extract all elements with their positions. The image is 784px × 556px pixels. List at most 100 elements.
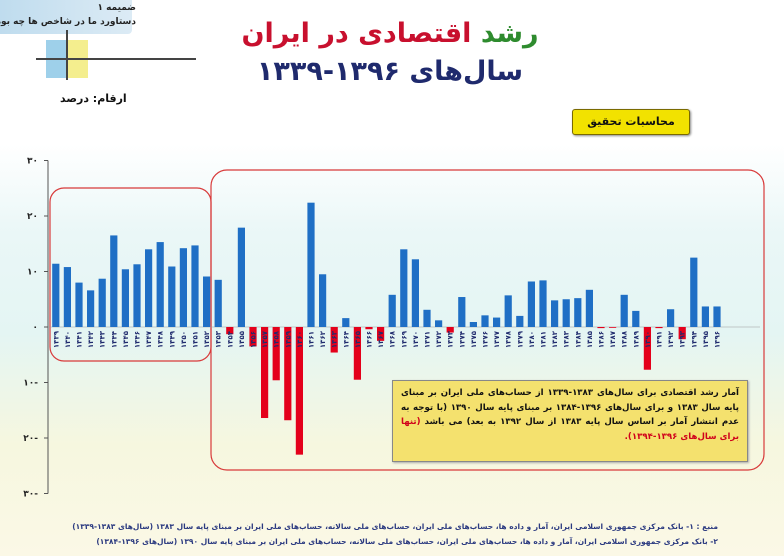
bar: [458, 297, 466, 327]
y-tick-label: ۳۰-: [23, 490, 38, 500]
x-tick-label: ۱۳۶۳: [331, 330, 339, 348]
research-calculations-button[interactable]: محاسبات تحقیق: [572, 109, 690, 135]
x-tick-label: ۱۳۸۳: [563, 330, 571, 348]
x-tick-label: ۱۳۷۲: [435, 330, 443, 348]
x-tick-label: ۱۳۹۴: [690, 330, 698, 348]
bar: [667, 309, 675, 327]
x-tick-label: ۱۳۴۹: [168, 330, 176, 348]
x-tick-label: ۱۳۹۱: [656, 331, 664, 348]
x-tick-label: ۱۳۷۶: [482, 331, 490, 348]
y-tick-label: ۲۰-: [23, 434, 38, 444]
y-tick-label: ۲۰: [27, 212, 38, 222]
x-tick-label: ۱۳۴۰: [64, 331, 72, 348]
x-tick-label: ۱۳۵۳: [215, 330, 223, 348]
title-red-part: اقتصادی در ایران: [241, 18, 472, 49]
bar: [330, 327, 338, 353]
bar: [307, 202, 315, 327]
x-tick-label: ۱۳۶۵: [354, 330, 362, 348]
x-tick-label: ۱۳۸۸: [621, 330, 629, 348]
bar: [678, 327, 686, 340]
x-tick-label: ۱۳۴۷: [145, 330, 153, 348]
bar: [249, 327, 257, 347]
decor-vertical-line: [66, 30, 68, 80]
bar: [423, 309, 431, 327]
annex-label: ضمیمه ۱: [97, 3, 136, 13]
units-label: ارقام: درصد: [60, 92, 127, 105]
source-line-1: منبع : ۱- بانک مرکزی جمهوری اسلامی ایران…: [72, 522, 718, 531]
bar: [493, 317, 501, 327]
bar: [133, 264, 141, 327]
bar: [701, 306, 709, 327]
source-line-2: ۲- بانک مرکزی جمهوری اسلامی ایران، آمار …: [96, 537, 718, 546]
x-tick-label: ۱۳۶۷: [377, 330, 385, 348]
x-tick-label: ۱۳۸۵: [586, 330, 594, 348]
x-tick-label: ۱۳۹۳: [679, 330, 687, 348]
x-tick-label: ۱۳۵۲: [203, 330, 211, 348]
bar: [87, 290, 95, 327]
x-tick-label: ۱۳۵۵: [238, 330, 246, 348]
bar: [214, 279, 222, 327]
x-tick-label: ۱۳۸۴: [574, 330, 582, 348]
x-tick-label: ۱۳۷۹: [516, 330, 524, 348]
bar: [284, 327, 292, 421]
x-tick-label: ۱۳۷۵: [470, 330, 478, 348]
bar: [145, 249, 153, 327]
x-tick-label: ۱۳۹۵: [702, 330, 710, 348]
x-tick-label: ۱۳۷۱: [424, 331, 432, 348]
bar: [713, 306, 721, 327]
x-tick-label: ۱۳۳۹: [52, 330, 60, 348]
x-tick-label: ۱۳۶۰: [296, 331, 304, 348]
x-tick-label: ۱۳۶۶: [366, 331, 374, 348]
x-tick-label: ۱۳۵۰: [180, 331, 188, 348]
x-tick-label: ۱۳۹۲: [667, 330, 675, 348]
bar: [643, 327, 651, 370]
x-tick-label: ۱۳۷۰: [412, 331, 420, 348]
x-tick-label: ۱۳۹۶: [714, 331, 722, 348]
x-tick-label: ۱۳۸۷: [609, 330, 617, 348]
x-tick-label: ۱۳۶۹: [400, 330, 408, 348]
bar: [353, 327, 361, 380]
x-tick-label: ۱۳۵۹: [284, 330, 292, 348]
bar: [365, 327, 373, 330]
x-tick-label: ۱۳۸۹: [632, 330, 640, 348]
y-tick-label: ۱۰-: [23, 379, 38, 389]
bar: [75, 282, 83, 327]
x-tick-label: ۱۳۷۴: [458, 330, 466, 348]
bar: [319, 274, 327, 327]
x-tick-label: ۱۳۶۴: [342, 330, 350, 348]
bar: [609, 327, 617, 328]
bar: [295, 327, 303, 455]
data-note-box: آمار رشد اقتصادی برای سال‌های ۱۳۸۳-۱۳۳۹ …: [392, 380, 748, 462]
x-tick-label: ۱۳۵۱: [192, 331, 200, 348]
bar: [539, 280, 547, 327]
bar: [551, 300, 559, 327]
bar: [620, 294, 628, 327]
x-tick-label: ۱۳۸۶: [598, 331, 606, 348]
bar: [168, 266, 176, 327]
page-title: رشد اقتصادی در ایران: [240, 18, 540, 49]
bar: [585, 289, 593, 327]
y-tick-label: ۰: [33, 323, 39, 333]
bar: [411, 259, 419, 327]
page-subtitle: سال‌های ۱۳۹۶-۱۳۳۹: [256, 56, 524, 87]
x-tick-label: ۱۳۸۲: [551, 330, 559, 348]
bar: [446, 327, 454, 333]
bar: [191, 245, 199, 327]
bar: [435, 320, 443, 327]
bar: [261, 327, 269, 419]
x-tick-label: ۱۳۴۲: [87, 330, 95, 348]
bar: [110, 235, 118, 327]
bar: [400, 249, 408, 327]
x-tick-label: ۱۳۴۵: [122, 330, 130, 348]
x-tick-label: ۱۳۶۸: [389, 330, 397, 348]
bar: [98, 278, 106, 327]
x-tick-label: ۱۳۴۶: [134, 331, 142, 348]
x-tick-label: ۱۳۵۷: [261, 330, 269, 348]
x-tick-label: ۱۳۴۳: [99, 330, 107, 348]
bar: [342, 318, 350, 327]
x-tick-label: ۱۳۴۴: [110, 330, 118, 348]
annex-subtitle: دستاورد ما در شاخص ها چه بوده: [0, 17, 136, 27]
annex-tab: [0, 0, 132, 34]
